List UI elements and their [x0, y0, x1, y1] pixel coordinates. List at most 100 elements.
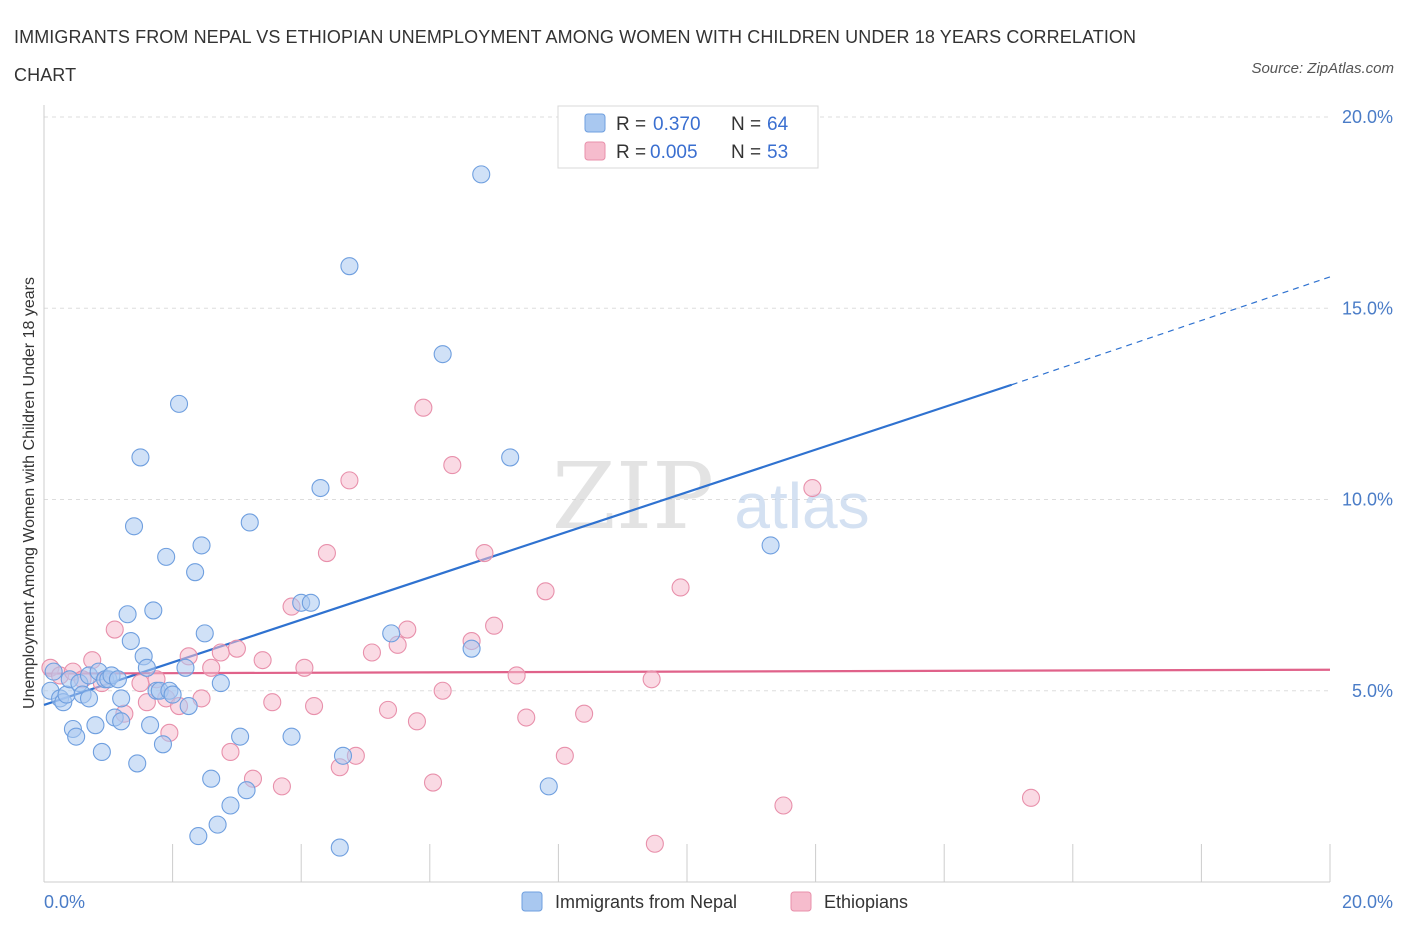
y-tick-label: 5.0%	[1352, 681, 1393, 701]
nepal-point	[131, 448, 150, 467]
nepal-point	[340, 257, 359, 276]
nepal-point	[79, 689, 99, 708]
bottom-legend-label-ethiopians: Ethiopians	[824, 892, 908, 912]
x-tick-label-min: 0.0%	[44, 892, 85, 912]
ethiopian-point	[485, 616, 504, 635]
legend-r-value-nepal: 0.370	[653, 114, 701, 135]
nepal-point	[141, 716, 160, 735]
nepal-point	[169, 394, 189, 413]
ethiopian-point	[803, 478, 822, 498]
source-label: Source: ZipAtlas.com	[1251, 60, 1394, 77]
nepal-point	[192, 536, 211, 555]
legend-r-label-ethiopians: R =	[616, 142, 646, 163]
ethiopian-point	[423, 773, 443, 792]
ethiopian-point	[202, 658, 221, 677]
nepal-point	[163, 685, 182, 704]
ethiopian-point	[221, 742, 240, 762]
nepal-point	[433, 345, 452, 364]
watermark-atlas: atlas	[734, 470, 869, 542]
trend-lines	[43, 276, 1331, 706]
nepal-point	[121, 631, 140, 651]
ethiopian-point	[507, 666, 526, 685]
nepal-point	[539, 777, 558, 796]
nepal-point	[202, 769, 221, 788]
legend-swatch-nepal	[584, 113, 606, 133]
ethiopian-point	[362, 643, 381, 662]
nepal-point	[44, 662, 63, 681]
y-tick-label: 10.0%	[1342, 490, 1393, 510]
ethiopian-point	[555, 746, 574, 765]
data-points	[41, 165, 1041, 857]
nepal-point	[282, 727, 301, 746]
ethiopian-point	[443, 456, 462, 475]
nepal-point	[186, 563, 205, 582]
legend-swatch-ethiopians	[584, 141, 606, 161]
nepal-point	[144, 601, 163, 620]
ethiopian-point	[263, 693, 282, 712]
legend-n-label-ethiopians: N =	[731, 142, 761, 163]
ethiopian-point	[517, 708, 536, 727]
nepal-point	[208, 815, 227, 834]
nepal-point	[112, 689, 131, 708]
ethiopian-point	[475, 543, 494, 563]
ethiopian-point	[407, 712, 426, 731]
bottom-legend: Immigrants from Nepal Ethiopians	[521, 891, 908, 912]
y-axis-label: Unemployment Among Women with Children U…	[21, 277, 38, 709]
ethiopian-point	[340, 471, 359, 490]
ethiopian-point	[671, 578, 690, 597]
nepal-point	[86, 716, 105, 735]
nepal-point	[333, 746, 353, 765]
nepal-point	[301, 593, 320, 612]
nepal-point	[237, 781, 256, 800]
nepal-point	[311, 478, 330, 498]
nepal-point	[231, 727, 250, 746]
nepal-point	[211, 674, 230, 693]
ethiopian-point	[1021, 788, 1041, 807]
nepal-trend-line	[43, 383, 1013, 706]
watermark-zip: ZIP	[552, 443, 714, 550]
ethiopian-point	[131, 674, 150, 693]
nepal-point	[195, 624, 214, 643]
ethiopian-point	[378, 700, 398, 719]
nepal-point	[137, 658, 156, 677]
x-tick-label-max: 20.0%	[1342, 892, 1393, 912]
legend-r-value-ethiopians: 0.005	[650, 142, 698, 163]
y-tick-label: 20.0%	[1342, 107, 1393, 127]
ethiopian-point	[642, 670, 661, 689]
nepal-point	[240, 513, 259, 532]
nepal-point	[153, 735, 173, 754]
nepal-point	[179, 696, 198, 716]
ethiopian-point	[774, 796, 793, 815]
legend-n-value-nepal: 64	[767, 114, 789, 135]
gridlines	[44, 116, 1330, 692]
nepal-point	[108, 670, 127, 689]
nepal-point	[189, 827, 208, 846]
nepal-trend-extension	[1011, 276, 1331, 386]
axes	[43, 105, 1331, 883]
nepal-point	[124, 517, 144, 536]
ethiopian-point	[211, 643, 230, 662]
nepal-point	[92, 742, 111, 762]
nepal-point	[761, 536, 780, 555]
ethiopian-point	[398, 620, 417, 639]
nepal-point	[472, 165, 491, 184]
legend-n-label-nepal: N =	[731, 114, 761, 135]
nepal-point	[157, 547, 176, 566]
y-tick-labels: 5.0% 10.0% 15.0% 20.0%	[1342, 107, 1393, 701]
y-tick-label: 15.0%	[1342, 298, 1393, 318]
ethiopian-point	[105, 620, 124, 639]
bottom-legend-swatch-nepal	[521, 891, 543, 912]
nepal-point	[118, 605, 137, 624]
legend: R = 0.370 N = 64 R = 0.005 N = 53	[557, 105, 819, 169]
nepal-point	[501, 448, 520, 467]
nepal-point	[176, 658, 195, 677]
ethiopian-point	[253, 651, 272, 670]
ethiopian-point	[645, 834, 664, 853]
bottom-legend-swatch-ethiopians	[790, 891, 812, 912]
nepal-point	[112, 712, 131, 731]
nepal-point	[221, 796, 240, 815]
ethiopian-point	[295, 658, 314, 677]
ethiopian-point	[575, 704, 594, 723]
ethiopian-point	[227, 639, 246, 658]
